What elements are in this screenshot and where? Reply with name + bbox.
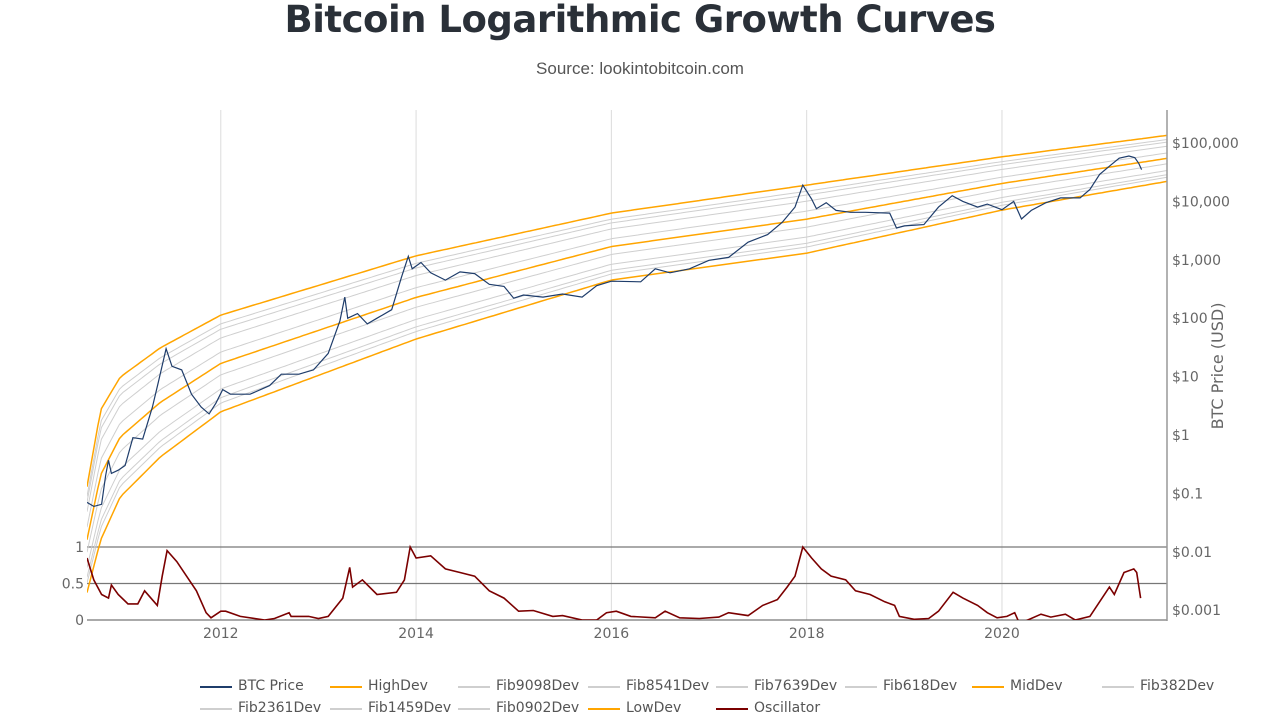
legend-swatch bbox=[200, 708, 232, 710]
legend-swatch bbox=[458, 708, 490, 710]
legend-label: MidDev bbox=[1010, 678, 1063, 694]
legend-swatch bbox=[716, 708, 748, 710]
x-tick-label: 2016 bbox=[594, 626, 630, 642]
x-tick-label: 2018 bbox=[789, 626, 825, 642]
legend-label: Fib0902Dev bbox=[496, 700, 580, 716]
legend-swatch bbox=[588, 708, 620, 710]
fib1459dev-curve bbox=[87, 174, 1167, 578]
y-tick-label: $10 bbox=[1172, 370, 1199, 386]
oscillator-tick-label: 1 bbox=[75, 540, 84, 556]
btc-price-line bbox=[87, 155, 1143, 508]
y-tick-label: $0.01 bbox=[1172, 545, 1212, 561]
legend-label: BTC Price bbox=[238, 678, 304, 694]
y-tick-label: $100,000 bbox=[1172, 136, 1239, 152]
legend-label: Fib9098Dev bbox=[496, 678, 580, 694]
legend-label: Fib2361Dev bbox=[238, 700, 322, 716]
legend-label: Fib8541Dev bbox=[626, 678, 710, 694]
legend-swatch bbox=[845, 686, 877, 688]
y-tick-label: $1 bbox=[1172, 428, 1190, 444]
highdev-curve bbox=[87, 134, 1167, 487]
x-tick-label: 2020 bbox=[984, 626, 1020, 642]
legend-swatch bbox=[200, 686, 232, 688]
oscillator-tick-label: 0.5 bbox=[62, 577, 84, 593]
legend-label: HighDev bbox=[368, 678, 428, 694]
fib618dev-curve bbox=[87, 152, 1167, 528]
oscillator-tick-label: 0 bbox=[75, 613, 84, 629]
series bbox=[87, 155, 1143, 620]
legend-label: Fib618Dev bbox=[883, 678, 958, 694]
fib2361dev-curve bbox=[87, 170, 1167, 568]
y-tick-label: $100 bbox=[1172, 311, 1208, 327]
legend-label: Fib7639Dev bbox=[754, 678, 838, 694]
legend-swatch bbox=[458, 686, 490, 688]
oscillator-line bbox=[87, 544, 1142, 620]
y-tick-label: $10,000 bbox=[1172, 194, 1230, 210]
fib382dev-curve bbox=[87, 163, 1167, 553]
y-axis-title: BTC Price (USD) bbox=[1208, 303, 1227, 430]
chart-subtitle: Source: lookintobitcoin.com bbox=[536, 59, 744, 78]
legend-swatch bbox=[330, 686, 362, 688]
y-tick-label: $0.1 bbox=[1172, 486, 1203, 502]
lowdev-curve bbox=[87, 180, 1167, 593]
x-tick-label: 2014 bbox=[398, 626, 434, 642]
legend-swatch bbox=[972, 686, 1004, 688]
fib7639dev-curve bbox=[87, 145, 1167, 512]
chart-title: Bitcoin Logarithmic Growth Curves bbox=[284, 0, 996, 41]
legend-swatch bbox=[1102, 686, 1134, 688]
fib8541dev-curve bbox=[87, 141, 1167, 503]
middev-curve bbox=[87, 157, 1167, 540]
legend-swatch bbox=[588, 686, 620, 688]
legend-label: Oscillator bbox=[754, 700, 821, 716]
legend-label: LowDev bbox=[626, 700, 682, 716]
dev-curves bbox=[87, 134, 1167, 593]
y-tick-label: $0.001 bbox=[1172, 603, 1221, 619]
x-tick-label: 2012 bbox=[203, 626, 239, 642]
fib9098dev-curve bbox=[87, 139, 1167, 497]
legend-label: Fib382Dev bbox=[1140, 678, 1215, 694]
y-tick-label: $1,000 bbox=[1172, 253, 1221, 269]
fib0902dev-curve bbox=[87, 176, 1167, 584]
legend-swatch bbox=[330, 708, 362, 710]
legend-swatch bbox=[716, 686, 748, 688]
axes: 2012 2014 2016 2018 2020 1 0.5 0 $100,000 $10,000… bbox=[62, 110, 1239, 642]
legend-label: Fib1459Dev bbox=[368, 700, 452, 716]
